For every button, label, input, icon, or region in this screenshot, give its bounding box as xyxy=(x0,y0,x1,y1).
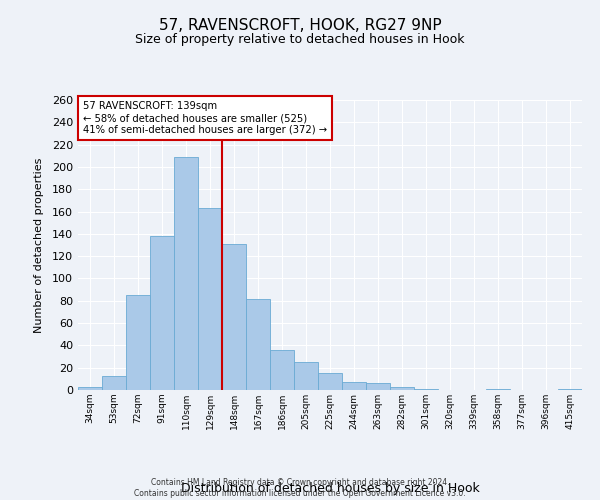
X-axis label: Distribution of detached houses by size in Hook: Distribution of detached houses by size … xyxy=(181,482,479,495)
Bar xyxy=(222,244,246,390)
Bar xyxy=(390,386,414,390)
Bar xyxy=(126,295,150,390)
Bar xyxy=(366,384,390,390)
Y-axis label: Number of detached properties: Number of detached properties xyxy=(34,158,44,332)
Bar xyxy=(558,389,582,390)
Bar xyxy=(150,236,174,390)
Bar xyxy=(102,376,126,390)
Bar xyxy=(78,386,102,390)
Text: Size of property relative to detached houses in Hook: Size of property relative to detached ho… xyxy=(135,32,465,46)
Text: 57, RAVENSCROFT, HOOK, RG27 9NP: 57, RAVENSCROFT, HOOK, RG27 9NP xyxy=(158,18,442,32)
Bar xyxy=(270,350,294,390)
Bar xyxy=(246,298,270,390)
Bar xyxy=(174,157,198,390)
Text: Contains HM Land Registry data © Crown copyright and database right 2024.
Contai: Contains HM Land Registry data © Crown c… xyxy=(134,478,466,498)
Bar xyxy=(414,389,438,390)
Bar xyxy=(318,374,342,390)
Text: 57 RAVENSCROFT: 139sqm
← 58% of detached houses are smaller (525)
41% of semi-de: 57 RAVENSCROFT: 139sqm ← 58% of detached… xyxy=(83,102,327,134)
Bar xyxy=(342,382,366,390)
Bar xyxy=(198,208,222,390)
Bar xyxy=(294,362,318,390)
Bar xyxy=(486,389,510,390)
